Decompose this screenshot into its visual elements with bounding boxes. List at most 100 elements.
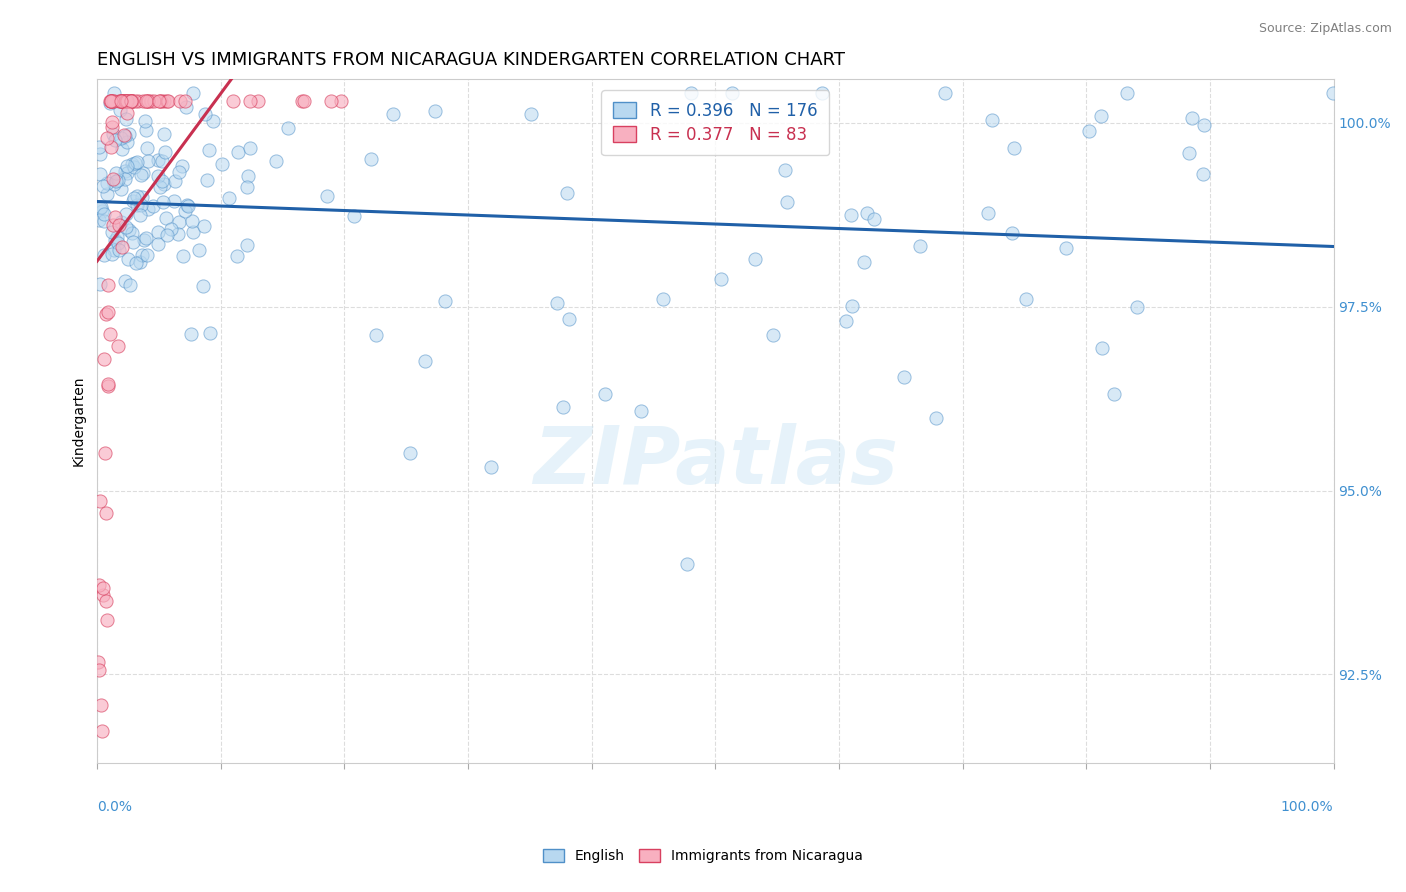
Point [103, 233, 125, 247]
Point [1181, 111, 1204, 125]
Point [169, 164, 191, 178]
Point [93, 213, 115, 227]
Point [1054, 241, 1077, 255]
Point [360, 152, 382, 166]
Point [103, 87, 125, 101]
Point [1322, 87, 1344, 101]
Point [136, 94, 159, 108]
Point [118, 127, 141, 141]
Point [97, 305, 120, 319]
Point [112, 128, 135, 142]
Point [1192, 118, 1215, 132]
Point [120, 94, 142, 108]
Point [153, 177, 176, 191]
Point [143, 94, 166, 108]
Point [292, 94, 315, 108]
Point [557, 312, 579, 326]
Point [1090, 109, 1112, 123]
Point [90, 698, 112, 712]
Text: ENGLISH VS IMMIGRANTS FROM NICARAGUA KINDERGARTEN CORRELATION CHART: ENGLISH VS IMMIGRANTS FROM NICARAGUA KIN… [97, 51, 845, 69]
Point [135, 94, 157, 108]
Point [776, 194, 799, 209]
Point [195, 173, 218, 187]
Point [198, 326, 221, 340]
Legend: R = 0.396   N = 176, R = 0.377   N = 83: R = 0.396 N = 176, R = 0.377 N = 83 [602, 90, 830, 155]
Point [110, 215, 132, 229]
Point [114, 94, 136, 108]
Point [172, 249, 194, 263]
Point [98, 94, 121, 108]
Point [155, 145, 177, 159]
Point [115, 207, 138, 221]
Point [222, 94, 245, 108]
Point [762, 328, 785, 343]
Point [136, 202, 159, 217]
Point [329, 94, 352, 108]
Point [924, 411, 946, 425]
Point [201, 114, 224, 128]
Point [108, 103, 131, 118]
Point [122, 191, 145, 205]
Point [136, 141, 159, 155]
Point [211, 157, 233, 171]
Point [104, 211, 127, 225]
Point [110, 130, 132, 145]
Point [127, 94, 149, 108]
Point [87, 139, 110, 153]
Point [124, 94, 146, 108]
Point [167, 227, 190, 241]
Point [100, 95, 122, 110]
Point [181, 225, 204, 239]
Point [546, 296, 568, 310]
Point [94, 506, 117, 520]
Point [89, 201, 111, 215]
Point [131, 248, 153, 262]
Point [115, 94, 138, 108]
Point [90, 200, 112, 214]
Point [156, 227, 179, 242]
Point [434, 293, 457, 308]
Point [103, 94, 125, 108]
Point [188, 243, 211, 257]
Point [135, 94, 157, 108]
Point [1126, 300, 1149, 314]
Y-axis label: Kindergarten: Kindergarten [72, 376, 86, 466]
Point [1002, 141, 1025, 155]
Point [111, 240, 134, 254]
Point [423, 103, 446, 118]
Point [1091, 341, 1114, 355]
Point [129, 208, 152, 222]
Point [103, 177, 125, 191]
Point [91, 588, 114, 602]
Point [247, 94, 270, 108]
Point [105, 174, 128, 188]
Point [413, 354, 436, 368]
Point [142, 198, 165, 212]
Point [90, 203, 112, 218]
Point [125, 188, 148, 202]
Point [1178, 146, 1201, 161]
Point [153, 128, 176, 142]
Point [152, 194, 174, 209]
Point [226, 145, 249, 159]
Point [105, 230, 128, 244]
Legend: English, Immigrants from Nicaragua: English, Immigrants from Nicaragua [537, 844, 869, 869]
Point [148, 225, 170, 239]
Text: 0.0%: 0.0% [97, 800, 132, 814]
Point [115, 220, 138, 235]
Point [160, 222, 183, 236]
Point [551, 401, 574, 415]
Point [93, 248, 115, 262]
Point [135, 230, 157, 244]
Point [103, 133, 125, 147]
Point [479, 460, 502, 475]
Point [839, 208, 862, 222]
Point [153, 94, 176, 108]
Point [101, 127, 124, 141]
Point [976, 206, 998, 220]
Point [96, 176, 118, 190]
Point [96, 613, 118, 627]
Point [679, 87, 702, 101]
Point [744, 252, 766, 267]
Point [710, 272, 733, 286]
